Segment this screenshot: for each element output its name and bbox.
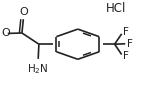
Text: O: O xyxy=(19,7,28,18)
Text: H$_2$N: H$_2$N xyxy=(27,62,49,76)
Text: O: O xyxy=(1,28,10,38)
Text: F: F xyxy=(127,39,133,49)
Text: F: F xyxy=(123,51,129,61)
Text: F: F xyxy=(123,27,129,37)
Text: HCl: HCl xyxy=(106,2,126,15)
